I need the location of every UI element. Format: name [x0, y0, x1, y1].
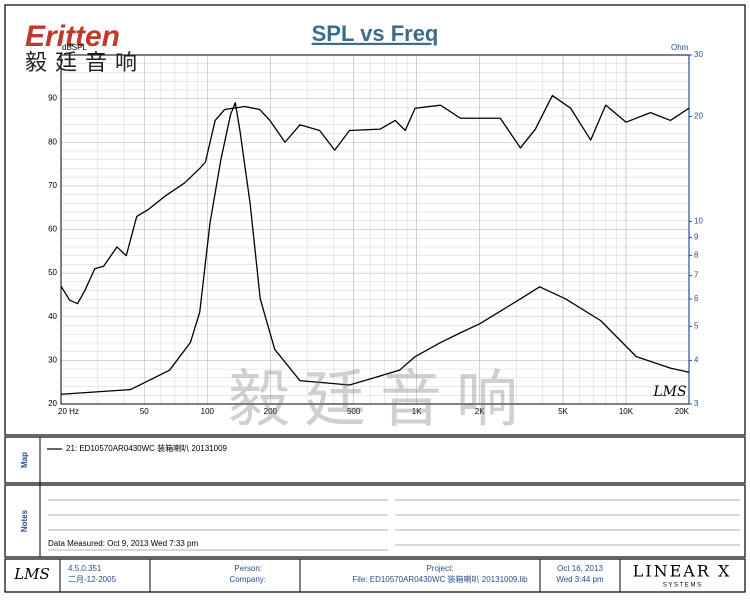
project: Project: — [426, 564, 453, 573]
lms-mark: LMS — [652, 384, 686, 400]
y2-tick-label: 9 — [694, 233, 699, 242]
y2-tick-label: 7 — [694, 271, 699, 280]
brand: LINEAR X — [633, 562, 732, 581]
footer-lms: LMS — [13, 565, 50, 583]
plot-area: 20 Hz 50 100 200 500 1K 2K 5K 10K 20K 20 30 40 50 60 70… — [48, 50, 703, 416]
y2-axis-label: Ohm — [671, 43, 689, 52]
footer-dividers — [59, 559, 621, 592]
series-line — [60, 94, 690, 305]
chart-title: SPL vs Freq — [312, 21, 439, 46]
y-axis-label: dBSPL — [62, 43, 87, 52]
version: 4.5.0.351 — [68, 564, 102, 573]
footer-frame — [4, 558, 746, 593]
y2-tick-label: 10 — [694, 217, 703, 226]
y2-tick-label: 3 — [694, 399, 699, 408]
y-tick-label: 40 — [48, 312, 57, 321]
time: Wed 3:44 pm — [556, 575, 604, 584]
y-tick-label: 50 — [48, 268, 57, 277]
file: File: ED10570AR0430WC 装箱喇叭 20131009.lib — [352, 574, 528, 584]
map-frame — [4, 436, 746, 484]
map-label: Map — [20, 452, 29, 468]
y-tick-label: 80 — [48, 137, 57, 146]
logo-cn: 毅廷音响 — [25, 50, 145, 75]
brand-sub: S Y S T E M S — [663, 583, 701, 589]
y2-tick-label: 4 — [694, 356, 699, 365]
x-tick-label: 1K — [412, 407, 422, 416]
x-tick-label: 20K — [675, 407, 690, 416]
company: Company: — [230, 575, 266, 584]
x-tick-label: 10K — [619, 407, 634, 416]
data-measured: Data Measured: Oct 9, 2013 Wed 7:33 pm — [48, 539, 198, 548]
person: Person: — [234, 564, 262, 573]
watermark: 毅廷音响 — [228, 365, 532, 434]
y-tick-label: 70 — [48, 181, 57, 190]
y-tick-label: 90 — [48, 94, 57, 103]
notes-label: Notes — [20, 509, 29, 532]
y2-tick-label: 8 — [694, 250, 699, 259]
y-tick-label: 60 — [48, 225, 57, 234]
legend-entry: 21: ED10570AR0430WC 装箱喇叭 20131009 — [66, 443, 228, 453]
logo: Eritten — [25, 20, 120, 53]
notes-frame — [4, 484, 746, 558]
x-tick-label: 200 — [264, 407, 278, 416]
x-tick-label: 100 — [201, 407, 215, 416]
notes-rules — [48, 499, 740, 551]
x-tick-label: 50 — [140, 407, 149, 416]
y2-tick-label: 20 — [694, 112, 703, 121]
chart-frame — [4, 4, 746, 436]
build-date: 二月-12-2005 — [68, 575, 117, 584]
y2-tick-label: 5 — [694, 322, 699, 331]
x-tick-label: 2K — [475, 407, 485, 416]
y-tick-label: 20 — [48, 399, 57, 408]
y-tick-label: 30 — [48, 355, 57, 364]
y2-tick-label: 30 — [694, 50, 703, 59]
series-line — [60, 102, 690, 395]
y2-tick-label: 6 — [694, 294, 699, 303]
date: Oct 16, 2013 — [557, 564, 603, 573]
x-tick-label: 20 Hz — [58, 407, 79, 416]
x-tick-label: 500 — [347, 407, 361, 416]
x-tick-label: 5K — [558, 407, 568, 416]
